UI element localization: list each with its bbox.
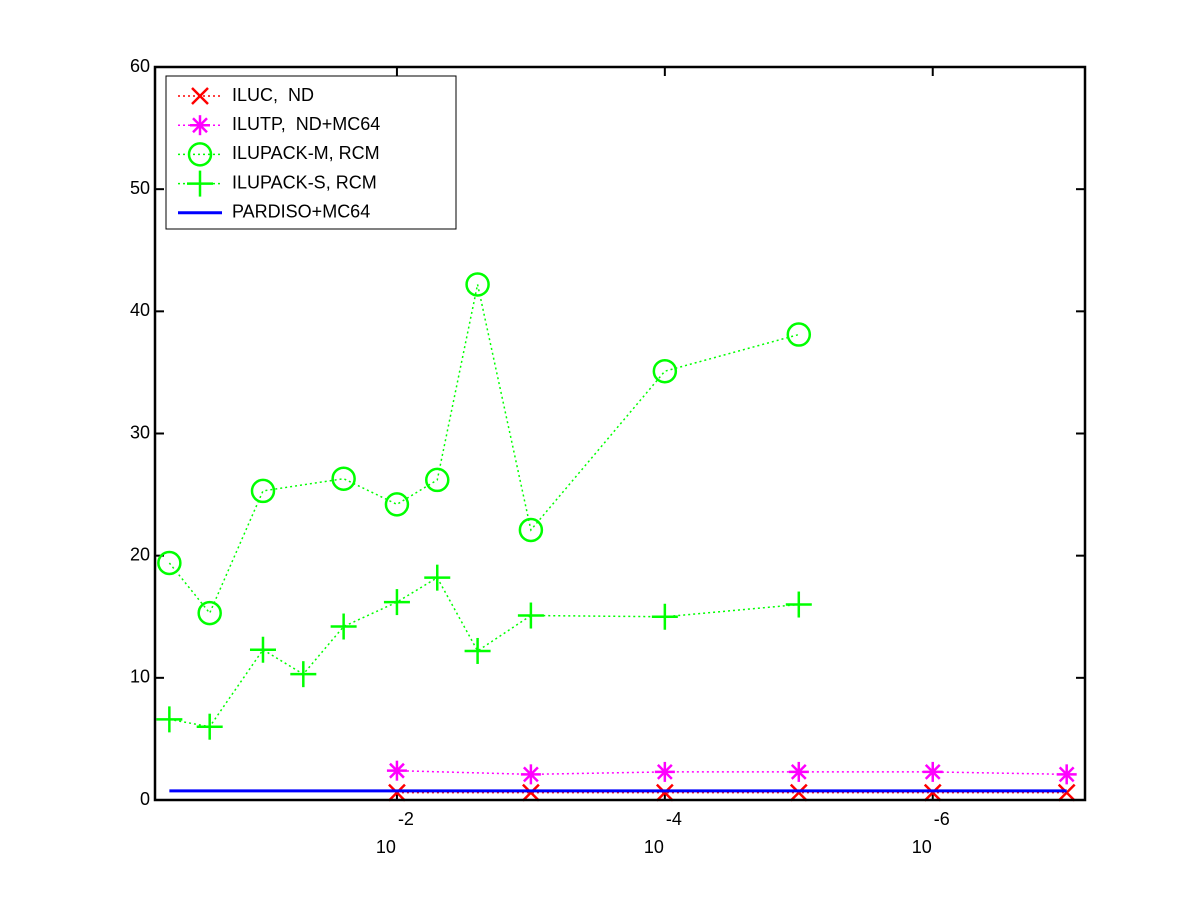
y-tick-label: 30 bbox=[130, 422, 150, 442]
series-line bbox=[396, 769, 1067, 776]
data-point-stroke bbox=[523, 766, 539, 783]
series-line bbox=[168, 284, 799, 615]
legend-marker bbox=[187, 142, 213, 167]
data-point bbox=[655, 783, 674, 802]
data-point-stroke bbox=[655, 783, 674, 802]
data-point bbox=[922, 761, 943, 782]
data-point bbox=[788, 761, 809, 782]
data-point bbox=[1057, 783, 1076, 802]
data-point bbox=[197, 600, 222, 626]
data-point bbox=[425, 467, 450, 493]
legend-label: ILUTP, ND+MC64 bbox=[232, 114, 380, 134]
data-point-stroke bbox=[786, 322, 812, 347]
data-point-stroke bbox=[331, 466, 356, 491]
data-point bbox=[1056, 764, 1077, 785]
data-point bbox=[518, 517, 544, 543]
legend-label: ILUPACK-S, RCM bbox=[232, 172, 377, 192]
data-point bbox=[520, 764, 541, 785]
data-point bbox=[652, 358, 678, 384]
data-point-stroke bbox=[1058, 766, 1075, 783]
legend-marker-stroke bbox=[187, 142, 213, 167]
data-point-stroke bbox=[425, 467, 450, 493]
y-tick-label: 60 bbox=[130, 56, 150, 76]
data-point bbox=[517, 602, 544, 629]
data-point-stroke bbox=[389, 762, 405, 779]
data-point-stroke bbox=[924, 764, 941, 780]
data-point bbox=[331, 466, 356, 491]
data-point bbox=[424, 564, 451, 591]
x-tick-label: 10 bbox=[912, 837, 932, 857]
data-point-stroke bbox=[790, 764, 807, 780]
legend-marker-stroke bbox=[192, 117, 208, 134]
data-point bbox=[464, 637, 491, 664]
y-tick-label: 20 bbox=[130, 544, 150, 564]
data-point-stroke bbox=[388, 783, 406, 802]
data-point-stroke bbox=[197, 600, 222, 626]
data-point bbox=[249, 636, 276, 663]
x-tick-exponent: -2 bbox=[398, 809, 414, 829]
legend-box bbox=[165, 75, 457, 230]
data-point bbox=[383, 589, 410, 616]
data-point-stroke bbox=[789, 783, 808, 802]
x-tick-exponent: -6 bbox=[934, 809, 950, 829]
y-tick-label: 40 bbox=[130, 300, 150, 320]
data-point bbox=[290, 661, 317, 688]
data-point bbox=[785, 591, 812, 618]
y-tick-label: 0 bbox=[140, 789, 150, 809]
data-point-stroke bbox=[522, 783, 540, 802]
data-point-stroke bbox=[250, 478, 276, 504]
data-point bbox=[157, 550, 182, 576]
y-tick-label: 50 bbox=[130, 178, 150, 198]
data-point bbox=[923, 783, 942, 802]
data-point bbox=[388, 783, 406, 802]
legend-marker bbox=[190, 115, 210, 136]
legend-label: PARDISO+MC64 bbox=[232, 202, 370, 222]
data-point bbox=[250, 478, 276, 504]
legend-marker-stroke bbox=[191, 87, 209, 105]
data-point bbox=[196, 713, 223, 740]
y-tick-label: 10 bbox=[130, 667, 150, 687]
data-point bbox=[386, 760, 407, 781]
data-point-stroke bbox=[1057, 783, 1076, 802]
x-tick-label: 10 bbox=[376, 837, 396, 857]
data-point bbox=[651, 603, 678, 630]
legend-label: ILUC, ND bbox=[232, 85, 314, 105]
legend-label: ILUPACK-M, RCM bbox=[232, 143, 380, 163]
legend-marker bbox=[187, 170, 213, 197]
data-point-stroke bbox=[518, 517, 544, 543]
x-tick-label: 10 bbox=[644, 837, 664, 857]
data-point-stroke bbox=[465, 272, 490, 297]
data-point bbox=[384, 492, 410, 517]
data-point bbox=[522, 783, 540, 802]
data-point-stroke bbox=[384, 492, 410, 517]
x-tick-exponent: -4 bbox=[666, 809, 682, 829]
data-point bbox=[786, 322, 812, 347]
legend-marker bbox=[191, 87, 209, 105]
data-point bbox=[156, 706, 183, 733]
data-point bbox=[465, 272, 490, 297]
data-point-stroke bbox=[923, 783, 942, 802]
data-point bbox=[654, 761, 675, 782]
data-point-stroke bbox=[157, 550, 182, 576]
axes-box bbox=[153, 65, 1087, 802]
data-point bbox=[789, 783, 808, 802]
data-point-stroke bbox=[656, 764, 673, 780]
data-point-stroke bbox=[652, 358, 678, 384]
data-point bbox=[330, 613, 357, 640]
